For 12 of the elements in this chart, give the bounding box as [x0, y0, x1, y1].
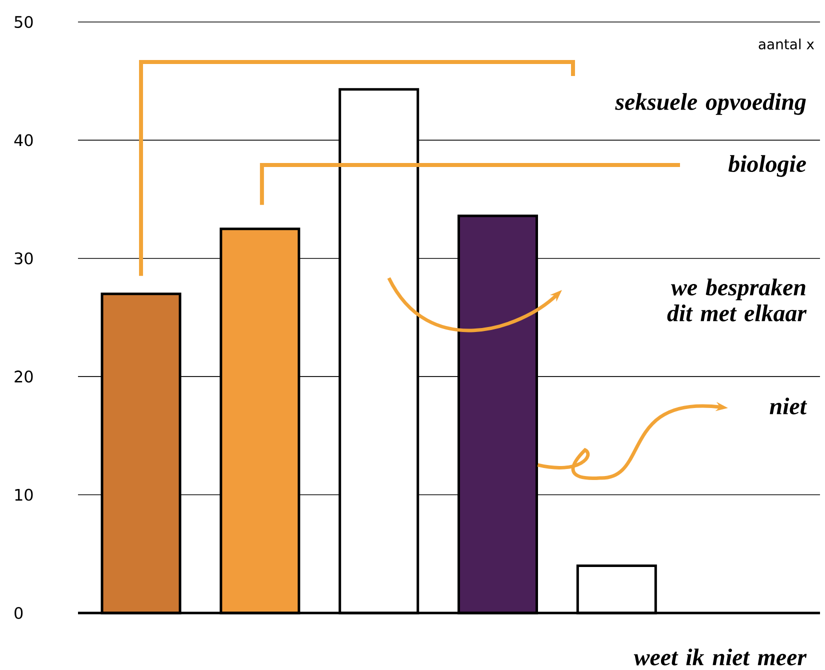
annotation: we bespraken dit met elkaar [667, 278, 807, 322]
y-tick-label: 30 [14, 252, 33, 264]
y-tick-label: 0 [14, 606, 23, 620]
annotation: seksuele opvoeding [615, 93, 806, 115]
y-tick-label: 40 [14, 134, 33, 146]
y-tick-label: 10 [15, 488, 33, 501]
y-tick-label: 50 [14, 16, 33, 28]
text: aantal x [758, 38, 814, 50]
text: biologie [728, 155, 806, 177]
y-tick-label: 20 [14, 370, 33, 383]
text: weet ik niet meer [634, 648, 807, 666]
text: niet [770, 398, 808, 414]
